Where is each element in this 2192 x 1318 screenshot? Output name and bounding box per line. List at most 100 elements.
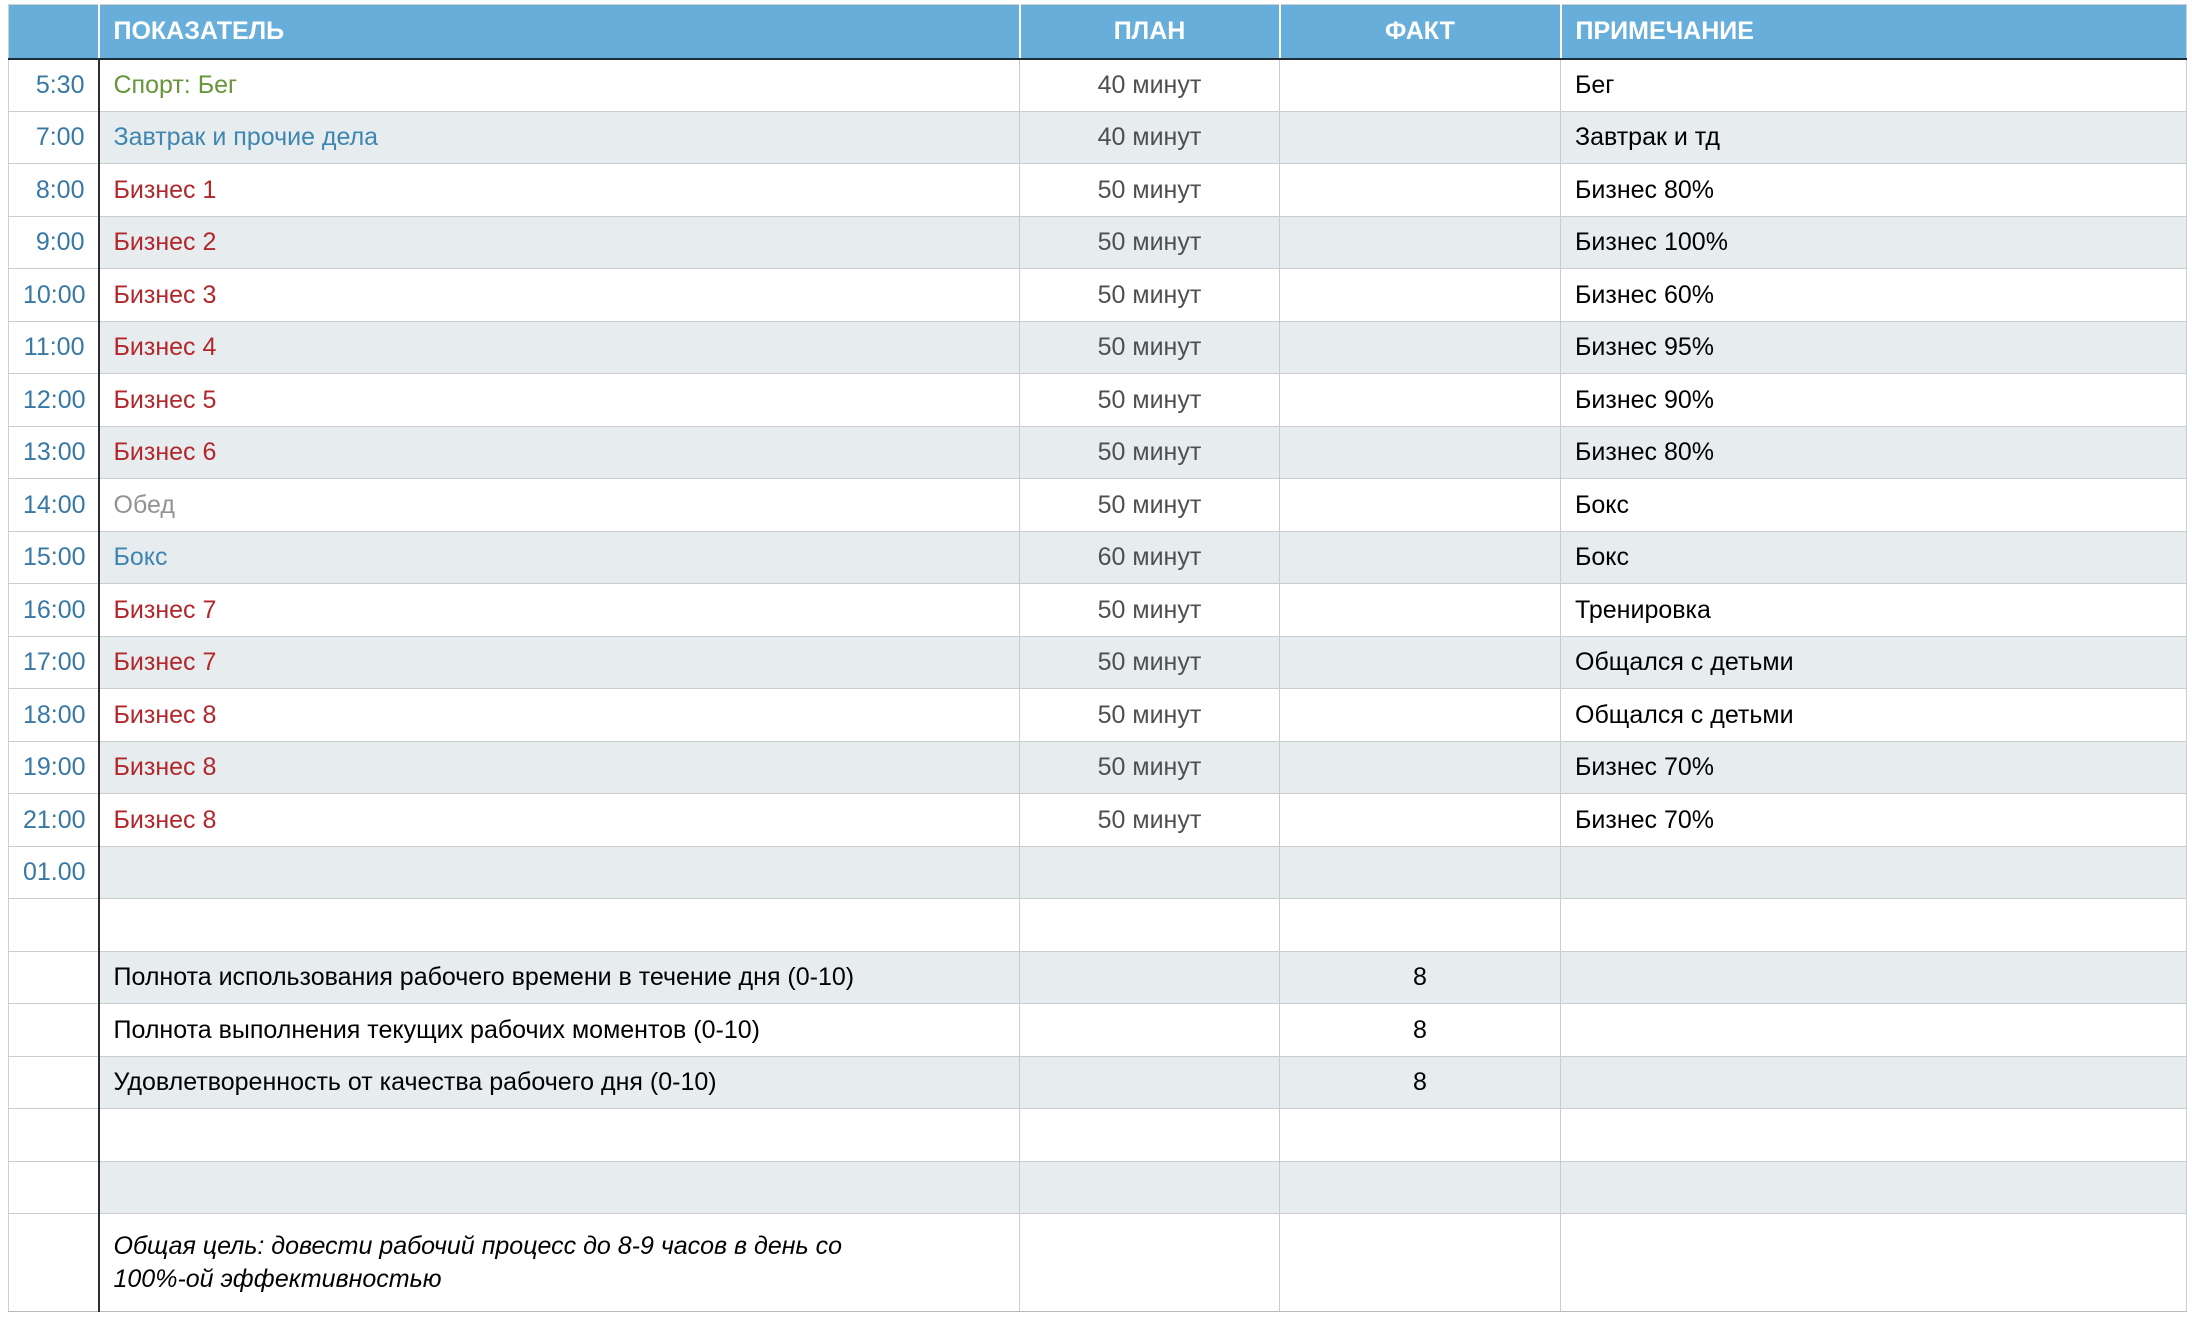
cell-indicator[interactable]: Бизнес 3 (97, 268, 1020, 321)
cell-note[interactable]: Бизнес 80% (1560, 425, 2187, 479)
cell-note[interactable]: Бокс (1560, 478, 2187, 531)
cell-indicator[interactable]: Спорт: Бег (97, 58, 1020, 111)
cell-time[interactable]: 16:00 (8, 583, 99, 636)
cell-indicator[interactable]: Бизнес 8 (97, 793, 1020, 846)
cell-fact[interactable] (1279, 320, 1561, 374)
cell-indicator[interactable]: Полнота выполнения текущих рабочих момен… (97, 1003, 1020, 1056)
cell-fact[interactable] (1279, 1108, 1561, 1161)
cell-indicator[interactable] (97, 1160, 1020, 1214)
cell-time[interactable]: 13:00 (8, 425, 99, 479)
cell-note[interactable] (1560, 1160, 2187, 1214)
cell-note[interactable]: Бег (1560, 58, 2187, 111)
cell-note[interactable]: Бокс (1560, 530, 2187, 584)
cell-fact[interactable] (1279, 530, 1561, 584)
cell-fact[interactable] (1279, 793, 1561, 846)
cell-time[interactable] (8, 1160, 99, 1214)
cell-plan[interactable]: 50 минут (1019, 320, 1280, 374)
cell-plan[interactable]: 50 минут (1019, 215, 1280, 269)
cell-plan[interactable] (1019, 1003, 1280, 1056)
cell-note[interactable] (1560, 845, 2187, 899)
cell-indicator[interactable] (97, 898, 1020, 951)
cell-note[interactable] (1560, 1003, 2187, 1056)
cell-fact[interactable] (1279, 425, 1561, 479)
cell-note[interactable] (1560, 898, 2187, 951)
cell-indicator[interactable]: Бизнес 6 (97, 425, 1020, 479)
cell-plan[interactable]: 50 минут (1019, 478, 1280, 531)
cell-indicator[interactable]: Бизнес 5 (97, 373, 1020, 426)
cell-indicator[interactable]: Бизнес 7 (97, 583, 1020, 636)
cell-fact[interactable] (1279, 1160, 1561, 1214)
cell-time[interactable] (8, 1003, 99, 1056)
cell-plan[interactable]: 50 минут (1019, 740, 1280, 794)
cell-indicator[interactable]: Удовлетворенность от качества рабочего д… (97, 1055, 1020, 1109)
cell-plan[interactable]: 40 минут (1019, 58, 1280, 111)
cell-fact[interactable] (1279, 635, 1561, 689)
cell-plan[interactable]: 50 минут (1019, 425, 1280, 479)
cell-plan[interactable] (1019, 845, 1280, 899)
cell-fact[interactable] (1279, 163, 1561, 216)
cell-indicator[interactable]: Бизнес 4 (97, 320, 1020, 374)
cell-plan[interactable] (1019, 898, 1280, 951)
cell-time[interactable] (8, 1108, 99, 1161)
cell-time[interactable]: 21:00 (8, 793, 99, 846)
cell-note[interactable]: Бизнес 70% (1560, 793, 2187, 846)
cell-time[interactable]: 01.00 (8, 845, 99, 899)
cell-fact[interactable] (1279, 688, 1561, 741)
cell-time[interactable] (8, 950, 99, 1004)
cell-plan[interactable]: 50 минут (1019, 688, 1280, 741)
cell-note[interactable] (1560, 950, 2187, 1004)
cell-indicator[interactable]: Бизнес 8 (97, 688, 1020, 741)
cell-plan[interactable] (1019, 1108, 1280, 1161)
cell-plan[interactable]: 50 минут (1019, 583, 1280, 636)
cell-note[interactable]: Бизнес 100% (1560, 215, 2187, 269)
cell-time[interactable] (8, 1055, 99, 1109)
cell-indicator[interactable]: Бизнес 8 (97, 740, 1020, 794)
cell-fact[interactable] (1279, 845, 1561, 899)
cell-fact[interactable] (1279, 898, 1561, 951)
cell-plan[interactable]: 60 минут (1019, 530, 1280, 584)
cell-indicator[interactable]: Бокс (97, 530, 1020, 584)
cell-time[interactable]: 10:00 (8, 268, 99, 321)
cell-indicator[interactable] (97, 1108, 1020, 1161)
cell-indicator[interactable]: Завтрак и прочие дела (97, 110, 1020, 164)
header-cell-plan[interactable]: ПЛАН (1018, 4, 1280, 60)
cell-plan[interactable]: 50 минут (1019, 268, 1280, 321)
cell-note[interactable]: Бизнес 80% (1560, 163, 2187, 216)
cell-fact[interactable] (1279, 268, 1561, 321)
cell-time[interactable]: 5:30 (8, 58, 99, 111)
cell-fact[interactable] (1279, 110, 1561, 164)
cell-plan[interactable] (1019, 1213, 1280, 1312)
cell-plan[interactable]: 50 минут (1019, 373, 1280, 426)
cell-note[interactable] (1560, 1213, 2187, 1312)
cell-plan[interactable] (1019, 950, 1280, 1004)
cell-indicator[interactable] (97, 845, 1020, 899)
cell-time[interactable]: 11:00 (8, 320, 99, 374)
cell-note[interactable]: Бизнес 95% (1560, 320, 2187, 374)
header-cell-time[interactable] (8, 4, 99, 60)
cell-plan[interactable] (1019, 1055, 1280, 1109)
cell-note[interactable]: Бизнес 70% (1560, 740, 2187, 794)
cell-fact[interactable] (1279, 478, 1561, 531)
cell-note[interactable]: Тренировка (1560, 583, 2187, 636)
cell-plan[interactable] (1019, 1160, 1280, 1214)
cell-fact[interactable] (1279, 58, 1561, 111)
cell-fact[interactable] (1279, 215, 1561, 269)
cell-fact[interactable]: 8 (1279, 1003, 1561, 1056)
cell-indicator[interactable]: Общая цель: довести рабочий процесс до 8… (97, 1213, 1020, 1312)
cell-time[interactable] (8, 898, 99, 951)
cell-time[interactable]: 7:00 (8, 110, 99, 164)
cell-indicator[interactable]: Бизнес 2 (97, 215, 1020, 269)
cell-fact[interactable] (1279, 583, 1561, 636)
header-cell-fact[interactable]: ФАКТ (1278, 4, 1561, 60)
cell-time[interactable]: 18:00 (8, 688, 99, 741)
cell-time[interactable]: 8:00 (8, 163, 99, 216)
cell-plan[interactable]: 50 минут (1019, 163, 1280, 216)
cell-time[interactable]: 9:00 (8, 215, 99, 269)
cell-note[interactable] (1560, 1108, 2187, 1161)
cell-time[interactable]: 17:00 (8, 635, 99, 689)
cell-fact[interactable] (1279, 373, 1561, 426)
cell-time[interactable]: 14:00 (8, 478, 99, 531)
cell-time[interactable]: 15:00 (8, 530, 99, 584)
cell-note[interactable]: Общался с детьми (1560, 688, 2187, 741)
cell-plan[interactable]: 50 минут (1019, 635, 1280, 689)
